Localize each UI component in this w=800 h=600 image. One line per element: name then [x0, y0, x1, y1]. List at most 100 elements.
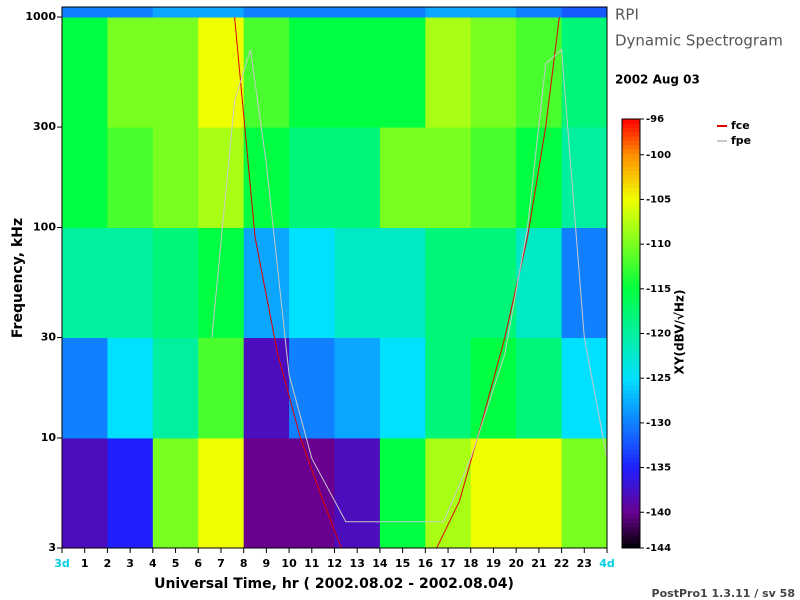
heatmap-cell [289, 127, 335, 228]
colorbar-step [622, 166, 640, 171]
colorbar-step [622, 303, 640, 309]
colorbar-step [622, 290, 640, 296]
colorbar-step [622, 337, 640, 343]
colorbar-tick-label: -115 [646, 284, 671, 295]
colorbar-step [622, 346, 640, 352]
heatmap-cell [379, 17, 426, 128]
colorbar-step [622, 517, 640, 523]
colorbar-step [622, 131, 640, 137]
heatmap-cell [62, 227, 108, 339]
heatmap-cell [152, 227, 199, 339]
colorbar-step [622, 140, 640, 146]
heatmap-cell [152, 127, 199, 228]
colorbar-step [622, 200, 640, 206]
heatmap-cell [425, 227, 472, 339]
colorbar-step [622, 226, 640, 232]
heatmap-cell [289, 7, 335, 18]
heatmap-cell [516, 437, 563, 549]
colorbar-step [622, 402, 640, 407]
heatmap-cell [379, 227, 426, 339]
colorbar-step [622, 264, 640, 270]
colorbar-step [622, 432, 640, 437]
colorbar-step [622, 149, 640, 154]
colorbar-step [622, 372, 640, 377]
colorbar-step [622, 153, 640, 159]
colorbar-step [622, 209, 640, 214]
colorbar-step [622, 427, 640, 433]
colorbar-step [622, 406, 640, 412]
heatmap-cell [62, 337, 108, 439]
colorbar-step [622, 269, 640, 274]
colorbar-step [622, 320, 640, 326]
heatmap-cell [107, 337, 154, 439]
colorbar-step [622, 539, 640, 545]
heatmap-cell [152, 7, 199, 18]
colorbar-step [622, 170, 640, 176]
x-tick-label: 16 [418, 557, 434, 570]
heatmap-cell [470, 437, 517, 549]
colorbar-step [622, 307, 640, 313]
x-tick-label: 6 [194, 557, 202, 570]
heatmap-cell [62, 437, 108, 549]
heatmap-cell [334, 337, 381, 439]
colorbar-step [622, 251, 640, 257]
colorbar-step [622, 213, 640, 219]
heatmap-cell [334, 437, 381, 549]
colorbar-step [622, 282, 640, 287]
colorbar-step [622, 462, 640, 467]
heatmap-cell [289, 17, 335, 128]
colorbar-step [622, 179, 640, 184]
colorbar-step [622, 359, 640, 365]
heatmap-cell [561, 437, 608, 549]
colorbar-tick-label: -140 [646, 507, 671, 518]
colorbar-tick-label: -96 [646, 114, 664, 125]
colorbar-step [622, 535, 640, 540]
heatmap-cell [470, 127, 517, 228]
colorbar-step [622, 191, 640, 197]
x-tick-label: 2 [104, 557, 112, 570]
colorbar-step [622, 445, 640, 450]
colorbar-step [622, 324, 640, 330]
heatmap-cell [198, 7, 245, 18]
x-tick-label: 4d [599, 557, 615, 570]
colorbar-step [622, 436, 640, 442]
heatmap-cell [470, 7, 517, 18]
heatmap-cell [470, 17, 517, 128]
colorbar-step [622, 350, 640, 356]
y-tick-label: 1000 [25, 10, 56, 23]
heatmap-cell [516, 17, 563, 128]
colorbar-step [622, 256, 640, 262]
x-tick-label: 8 [240, 557, 248, 570]
colorbar-step [622, 509, 640, 515]
colorbar-step [622, 174, 640, 180]
heatmap-cell [379, 437, 426, 549]
footer: PostPro1 1.3.11 / sv 58 [652, 587, 795, 600]
heatmap-cell [198, 437, 245, 549]
colorbar-tick-label: -120 [646, 329, 671, 340]
colorbar-step [622, 260, 640, 266]
colorbar-step [622, 389, 640, 395]
colorbar-step [622, 415, 640, 420]
colorbar-step [622, 487, 640, 493]
heatmap-cell [107, 17, 154, 128]
colorbar-step [622, 483, 640, 489]
heatmap-cell [425, 7, 472, 18]
heatmap-cell [334, 17, 381, 128]
colorbar-step [622, 419, 640, 425]
x-tick-label: 19 [486, 557, 501, 570]
heatmap-cell [243, 127, 290, 228]
colorbar-step [622, 161, 640, 167]
heatmap-cell [243, 437, 290, 549]
colorbar-step [622, 384, 640, 390]
x-tick-label: 15 [395, 557, 410, 570]
y-tick-label: 30 [41, 331, 57, 344]
colorbar-step [622, 196, 640, 202]
colorbar-tick-label: -105 [646, 194, 671, 205]
x-tick-label: 5 [172, 557, 180, 570]
x-tick-label: 20 [509, 557, 525, 570]
colorbar-step [622, 423, 640, 429]
x-tick-label: 3d [54, 557, 70, 570]
colorbar-step [622, 183, 640, 189]
